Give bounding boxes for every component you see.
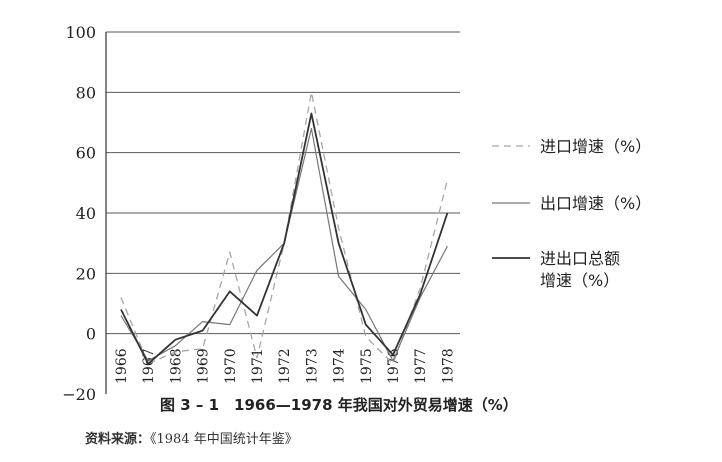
legend-label-line: 增速（%） [540, 271, 619, 290]
x-tick-1970: 1970 [223, 348, 239, 384]
x-tick-1966: 1966 [114, 348, 130, 384]
legend-label-2: 进出口总额增速（%） [540, 249, 620, 290]
x-tick-1968: 1968 [168, 348, 184, 384]
x-tick-1976: 1976 [386, 348, 402, 384]
y-tick-20: 20 [76, 264, 96, 283]
x-tick-labels: 1966 1967 1968 1969 1970 1971 1972 1973 1974 1975… [114, 348, 456, 384]
series-lines [120, 91, 449, 365]
x-tick-1978: 1978 [440, 348, 456, 384]
y-tick-0: 0 [86, 325, 96, 344]
x-tick-1975: 1975 [359, 348, 375, 384]
x-tick-1972: 1972 [277, 348, 293, 384]
x-tick-1974: 1974 [332, 348, 348, 384]
x-tick-1971: 1971 [250, 348, 266, 384]
legend-label-1: 出口增速（%） [540, 194, 651, 213]
x-tick-1969: 1969 [196, 348, 212, 384]
figure-caption: 图 3 – 1 1966—1978 年我国对外贸易增速（%） [160, 396, 518, 414]
y-tick-40: 40 [76, 204, 96, 223]
x-tick-1973: 1973 [304, 348, 320, 384]
source-note: 资料来源：《1984 年中国统计年鉴》 [85, 428, 298, 447]
y-tick-60: 60 [76, 144, 96, 163]
y-tick-100: 100 [65, 23, 96, 42]
x-tick-1977: 1977 [413, 348, 429, 384]
y-tick-80: 80 [76, 83, 96, 102]
legend-label-0: 进口增速（%） [540, 137, 651, 156]
series-line-2 [120, 112, 449, 365]
legend-label-line: 进出口总额 [540, 249, 620, 268]
source-text: 《1984 年中国统计年鉴》 [150, 432, 298, 447]
legend: 进口增速（%） 出口增速（%） 进出口总额增速（%） [492, 137, 651, 290]
y-tick--20: −20 [62, 385, 96, 400]
legend-label-line: 出口增速（%） [540, 194, 651, 213]
y-tick-labels: −20 0 20 40 60 80 100 [62, 23, 96, 400]
legend-label-line: 进口增速（%） [540, 137, 651, 156]
series-line-0 [120, 91, 449, 365]
source-label: 资料来源： [85, 432, 151, 447]
grid-lines [106, 31, 460, 335]
